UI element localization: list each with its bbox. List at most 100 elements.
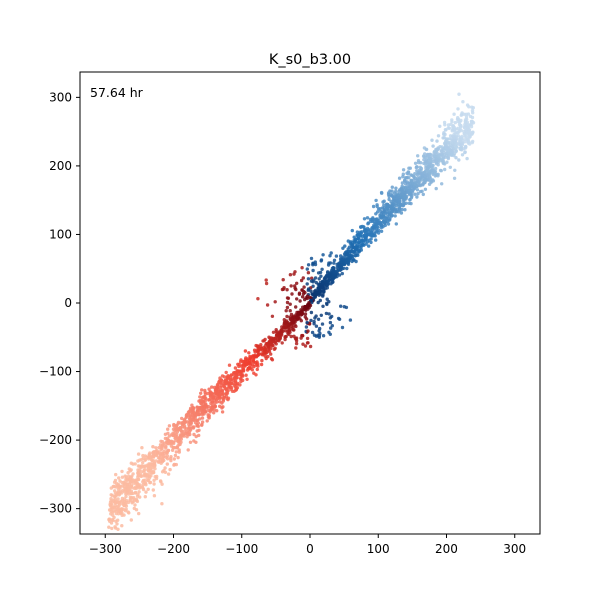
red-series-point: [152, 494, 157, 498]
red-series-point: [125, 482, 130, 486]
blue-series-point: [466, 138, 470, 142]
blue-series-point: [317, 277, 321, 281]
red-series-point: [260, 358, 264, 363]
blue-series-point: [450, 129, 454, 133]
blue-series-point: [350, 259, 354, 264]
red-series-point: [280, 328, 284, 332]
red-series-point: [151, 488, 155, 492]
red-series-point: [141, 456, 146, 460]
red-series-point: [255, 360, 259, 364]
blue-series-point: [382, 203, 386, 207]
red-series-point: [167, 424, 172, 428]
red-series-point: [192, 432, 196, 437]
blue-series-point: [443, 123, 447, 127]
red-series-point: [270, 314, 275, 318]
red-series-point: [110, 493, 115, 498]
blue-series-point: [394, 222, 398, 226]
blue-series-point: [465, 117, 469, 122]
red-series-point: [148, 451, 152, 455]
red-series-point: [200, 388, 204, 392]
red-series-point: [285, 314, 289, 319]
red-series-point: [123, 480, 127, 484]
blue-series-point: [454, 145, 458, 149]
blue-series-point: [452, 112, 456, 116]
red-series-point: [166, 431, 170, 435]
blue-series-point: [457, 137, 461, 142]
red-series-point: [146, 487, 150, 491]
blue-series-point: [328, 320, 333, 325]
blue-series-point: [345, 266, 349, 271]
blue-series-point: [329, 251, 333, 255]
blue-series-point: [434, 186, 438, 191]
red-series-point: [120, 469, 124, 474]
blue-series-point: [316, 300, 320, 305]
red-series-point: [114, 519, 118, 523]
red-series-point: [146, 469, 151, 473]
blue-series-point: [350, 245, 354, 250]
blue-series-point: [369, 240, 373, 245]
red-series-point: [306, 329, 310, 333]
red-series-point: [301, 276, 305, 280]
red-series-point: [305, 296, 310, 301]
red-series-point: [206, 404, 211, 409]
red-series-point: [134, 497, 139, 502]
blue-series-point: [330, 324, 334, 328]
blue-series-point: [374, 198, 378, 203]
red-series-point: [233, 379, 238, 383]
red-series-point: [250, 363, 255, 367]
red-series-point: [165, 454, 170, 458]
blue-series-point: [440, 182, 444, 186]
red-series-point: [203, 388, 207, 393]
blue-series-point: [440, 150, 444, 154]
blue-series-point: [422, 155, 426, 159]
red-series-point: [205, 419, 209, 423]
red-series-point: [197, 428, 201, 432]
red-series-point: [117, 476, 121, 480]
blue-series-point: [339, 304, 343, 308]
red-series-point: [120, 511, 124, 515]
blue-series-point: [312, 333, 317, 337]
blue-series-point: [322, 290, 326, 294]
red-series-point: [137, 490, 141, 494]
red-series-point: [191, 406, 196, 410]
red-series-point: [116, 509, 121, 513]
blue-series-point: [449, 153, 454, 157]
red-series-point: [111, 513, 115, 517]
blue-series-point: [413, 192, 417, 196]
red-series-point: [135, 478, 139, 482]
blue-series-point: [397, 176, 402, 180]
red-series-point: [176, 455, 180, 460]
blue-series-point: [387, 197, 391, 202]
blue-series-point: [335, 262, 339, 267]
blue-series-point: [457, 92, 461, 96]
red-series-point: [120, 480, 124, 485]
blue-series-point: [311, 268, 315, 273]
red-series-point: [229, 386, 234, 390]
blue-series-point: [469, 125, 474, 129]
red-series-point: [274, 328, 278, 332]
red-series-point: [298, 299, 302, 303]
blue-series-point: [463, 150, 467, 155]
blue-series-point: [312, 319, 316, 324]
red-series-point: [220, 388, 224, 393]
red-series-point: [221, 405, 225, 409]
red-series-point: [112, 480, 117, 484]
blue-series-point: [415, 173, 420, 177]
blue-series-point: [350, 228, 354, 233]
blue-series-point: [392, 199, 396, 203]
red-series-point: [238, 383, 242, 387]
red-series-point: [172, 422, 176, 427]
red-series-point: [128, 498, 132, 503]
red-series-point: [256, 297, 260, 301]
red-series-point: [125, 491, 129, 495]
blue-series-point: [451, 124, 455, 129]
red-series-point: [144, 490, 148, 494]
red-series-point: [212, 408, 216, 412]
red-series-point: [233, 366, 238, 370]
red-series-point: [162, 449, 166, 453]
red-series-point: [300, 333, 305, 338]
blue-series-point: [314, 314, 318, 318]
red-series-point: [248, 354, 252, 359]
red-series-point: [222, 375, 226, 379]
blue-series-point: [466, 125, 470, 129]
